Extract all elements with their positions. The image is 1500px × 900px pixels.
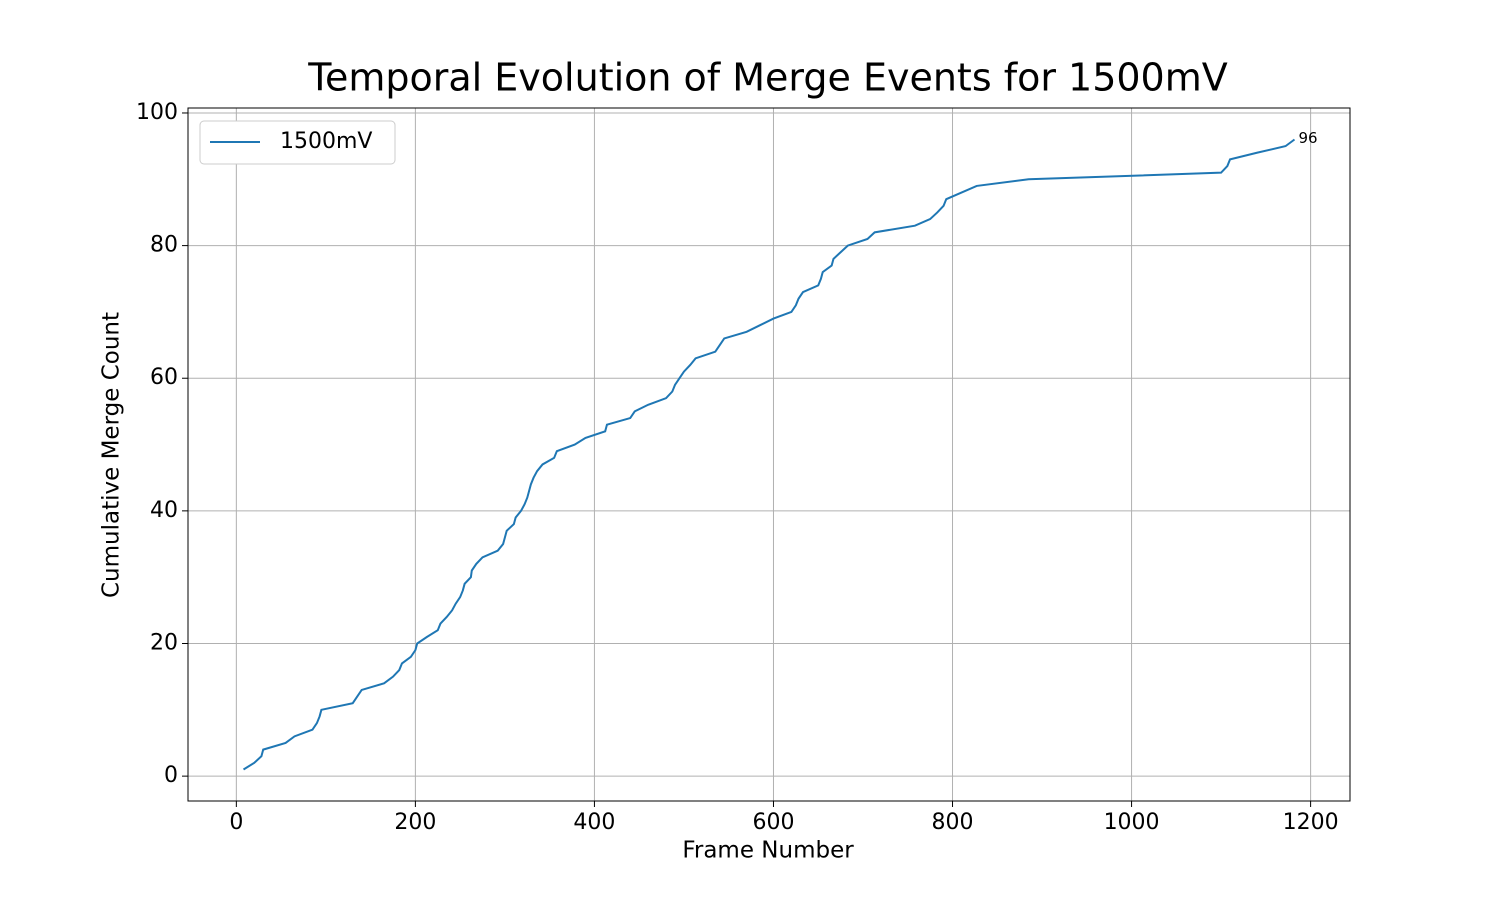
y-tick-label: 0 [164, 763, 178, 788]
x-tick-label: 1000 [1104, 810, 1160, 835]
x-tick-label: 200 [394, 810, 436, 835]
y-tick-label: 60 [150, 365, 178, 390]
x-axis-label: Frame Number [682, 838, 854, 864]
legend-box [199, 120, 396, 165]
y-tick-label: 80 [150, 233, 178, 258]
x-tick-label: 800 [932, 810, 974, 835]
chart-title: Temporal Evolution of Merge Events for 1… [307, 56, 1228, 100]
y-axis-label: Cumulative Merge Count [99, 312, 125, 598]
y-tick-label: 40 [150, 498, 178, 523]
legend-label: 1500mV [280, 129, 372, 154]
x-tick-label: 0 [229, 810, 243, 835]
x-tick-label: 400 [573, 810, 615, 835]
y-tick-label: 20 [150, 631, 178, 656]
x-tick-label: 600 [752, 810, 794, 835]
y-tick-label: 100 [136, 100, 178, 125]
plot-frame [187, 107, 1351, 802]
annotation: 96 [1298, 129, 1317, 147]
data-line [242, 138, 1296, 771]
x-tick-label: 1200 [1283, 810, 1339, 835]
